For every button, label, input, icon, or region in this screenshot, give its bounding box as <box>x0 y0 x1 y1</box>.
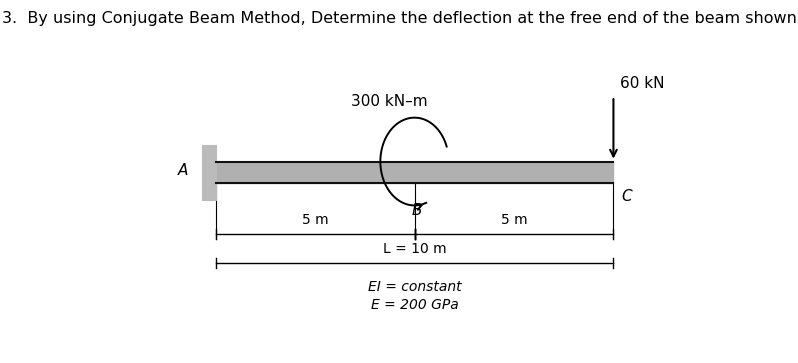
Text: B: B <box>411 203 421 218</box>
Text: C: C <box>621 189 631 204</box>
Text: 3.  By using Conjugate Beam Method, Determine the deflection at the free end of : 3. By using Conjugate Beam Method, Deter… <box>2 11 796 26</box>
Text: L = 10 m: L = 10 m <box>383 242 446 256</box>
Text: E = 200 GPa: E = 200 GPa <box>370 298 458 312</box>
Bar <box>202 145 215 200</box>
Bar <box>215 162 614 183</box>
Text: 60 kN: 60 kN <box>620 76 664 91</box>
Text: 5 m: 5 m <box>302 213 329 227</box>
Text: A: A <box>178 163 188 178</box>
Text: 5 m: 5 m <box>500 213 527 227</box>
Text: 300 kN–m: 300 kN–m <box>351 94 428 109</box>
Text: EI = constant: EI = constant <box>368 280 461 294</box>
